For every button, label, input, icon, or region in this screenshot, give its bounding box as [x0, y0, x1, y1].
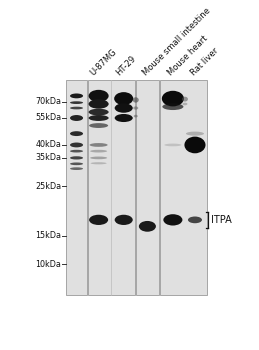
Ellipse shape	[89, 115, 109, 121]
Ellipse shape	[186, 132, 204, 136]
Ellipse shape	[115, 215, 133, 225]
Text: HT-29: HT-29	[114, 54, 138, 78]
Ellipse shape	[114, 92, 133, 105]
Ellipse shape	[133, 106, 138, 110]
Ellipse shape	[90, 150, 107, 153]
Text: 70kDa: 70kDa	[35, 97, 61, 106]
Ellipse shape	[89, 215, 108, 225]
Text: U-87MG: U-87MG	[88, 48, 118, 78]
Ellipse shape	[133, 97, 139, 103]
Ellipse shape	[91, 162, 107, 164]
Ellipse shape	[164, 144, 181, 146]
Text: Mouse small intestine: Mouse small intestine	[141, 6, 213, 78]
Ellipse shape	[70, 115, 83, 121]
Ellipse shape	[70, 131, 83, 136]
Text: 55kDa: 55kDa	[35, 113, 61, 122]
Text: ITPA: ITPA	[211, 215, 232, 225]
Ellipse shape	[188, 217, 202, 223]
Text: Rat liver: Rat liver	[189, 46, 220, 78]
Ellipse shape	[139, 221, 156, 232]
Ellipse shape	[182, 97, 188, 102]
Ellipse shape	[70, 101, 83, 104]
Bar	[88, 80, 135, 295]
Ellipse shape	[70, 167, 83, 170]
Text: 10kDa: 10kDa	[35, 260, 61, 269]
Ellipse shape	[70, 156, 83, 160]
Ellipse shape	[70, 107, 83, 109]
Ellipse shape	[162, 103, 183, 110]
Bar	[160, 80, 207, 295]
Text: 40kDa: 40kDa	[35, 140, 61, 149]
Ellipse shape	[70, 93, 83, 98]
Text: Mouse heart: Mouse heart	[167, 34, 210, 78]
Text: 25kDa: 25kDa	[35, 182, 61, 191]
Ellipse shape	[162, 91, 184, 106]
Ellipse shape	[163, 214, 182, 225]
Bar	[67, 80, 87, 295]
Ellipse shape	[115, 103, 133, 113]
Ellipse shape	[134, 115, 138, 118]
Ellipse shape	[89, 123, 108, 128]
Text: 35kDa: 35kDa	[35, 153, 61, 162]
Ellipse shape	[89, 99, 109, 109]
Ellipse shape	[182, 103, 188, 105]
Ellipse shape	[90, 143, 108, 147]
Ellipse shape	[70, 150, 83, 153]
Bar	[136, 80, 159, 295]
Ellipse shape	[70, 162, 83, 165]
Ellipse shape	[70, 142, 83, 147]
Text: 15kDa: 15kDa	[35, 231, 61, 240]
Ellipse shape	[89, 109, 109, 116]
Ellipse shape	[184, 136, 205, 153]
Ellipse shape	[90, 156, 107, 159]
Ellipse shape	[89, 90, 109, 102]
Ellipse shape	[115, 114, 133, 122]
